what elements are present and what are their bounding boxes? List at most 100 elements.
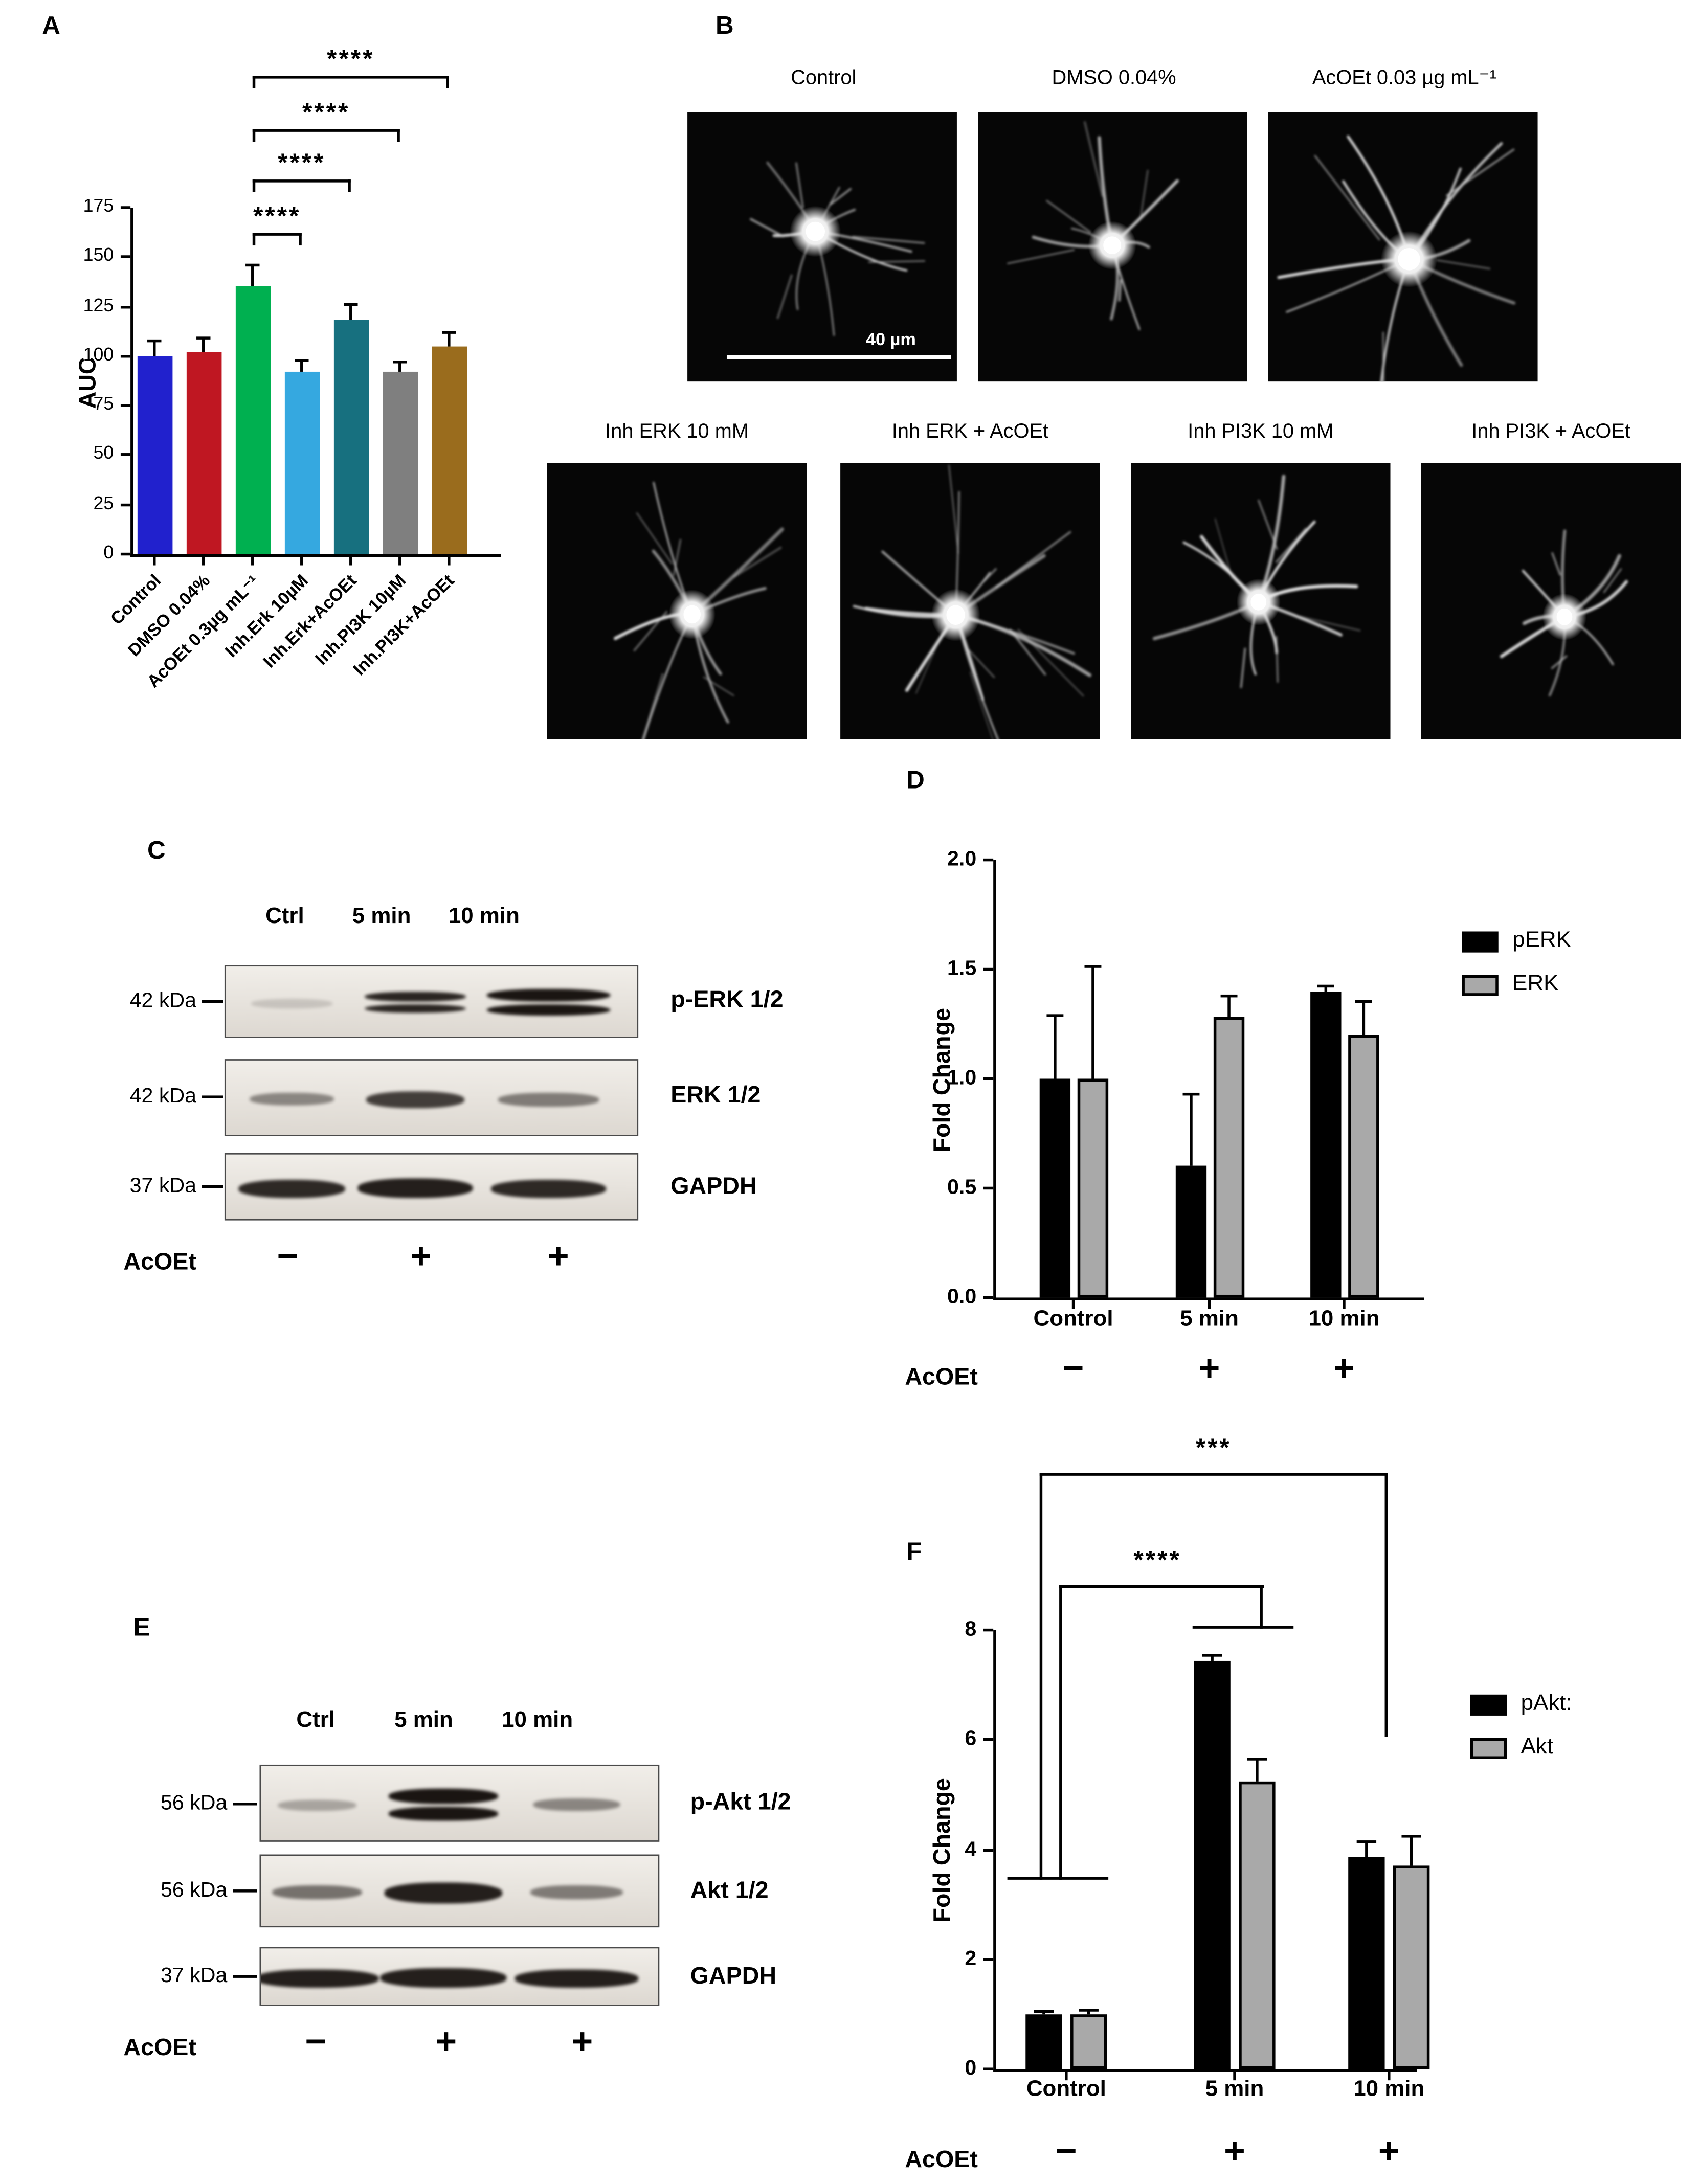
y-tick bbox=[983, 967, 994, 971]
x-tick bbox=[349, 557, 352, 566]
micrograph-caption-dmso: DMSO 0.04% bbox=[1052, 67, 1176, 90]
x-tick bbox=[300, 557, 303, 566]
legend-d: pERK ERK bbox=[1462, 929, 1571, 1016]
legend-item-erk: ERK bbox=[1462, 972, 1571, 997]
error-bar bbox=[448, 332, 451, 346]
y-tick-label: 100 bbox=[83, 343, 114, 365]
mw-label: 37 kDa bbox=[129, 1174, 197, 1198]
y-tick bbox=[983, 1628, 994, 1632]
lane-header-ctrl: Ctrl bbox=[265, 905, 304, 929]
error-bar-cap bbox=[147, 339, 162, 342]
treatment-sign: − bbox=[1056, 2129, 1077, 2172]
blot-band bbox=[533, 1798, 620, 1811]
micrograph-dmso bbox=[978, 112, 1247, 382]
x-tick bbox=[448, 557, 451, 566]
y-tick bbox=[983, 1738, 994, 1741]
bar-Akt-Control bbox=[1070, 2014, 1107, 2069]
panel-c-label: C bbox=[147, 836, 166, 864]
y-tick-label: 0 bbox=[103, 541, 114, 563]
blot-band bbox=[491, 1179, 607, 1198]
error-bar-cap bbox=[1247, 1758, 1267, 1761]
bar-Inh.PI3K+AcOEt bbox=[431, 346, 467, 554]
lane-header-ctrl: Ctrl bbox=[296, 1708, 336, 1732]
error-bar bbox=[300, 360, 303, 372]
bar-Inh.Erk+AcOEt bbox=[333, 320, 369, 554]
significance-stars: *** bbox=[1195, 1433, 1232, 1462]
y-axis bbox=[993, 1630, 996, 2072]
error-bar bbox=[1042, 2011, 1045, 2014]
mw-label: 42 kDa bbox=[129, 1084, 197, 1109]
bar-pAkt:-5 min bbox=[1194, 1660, 1231, 2069]
lane-header-10min: 10 min bbox=[502, 1708, 573, 1732]
y-tick bbox=[983, 858, 994, 862]
error-bar bbox=[1211, 1654, 1214, 1660]
sig-line bbox=[1007, 1877, 1109, 1880]
significance-stars: **** bbox=[278, 148, 326, 177]
x-tick bbox=[1065, 2072, 1068, 2081]
y-tick bbox=[120, 503, 131, 506]
error-bar bbox=[1090, 967, 1094, 1079]
x-tick bbox=[1343, 1300, 1346, 1309]
x-tick bbox=[398, 557, 401, 566]
chart-a-category: DMSO 0.04% bbox=[123, 571, 214, 661]
blot-band bbox=[261, 1969, 379, 1987]
blot-band bbox=[365, 992, 466, 1002]
treatment-sign: + bbox=[410, 1234, 432, 1277]
treatment-sign: + bbox=[1224, 2129, 1245, 2172]
x-axis bbox=[130, 554, 501, 557]
error-bar bbox=[1053, 1015, 1056, 1079]
error-bar-cap bbox=[1079, 2008, 1099, 2012]
x-tick bbox=[153, 557, 156, 566]
treatment-label-d: AcOEt bbox=[905, 1363, 978, 1390]
legend-item-akt: Akt bbox=[1470, 1735, 1572, 1760]
protein-label-p-akt: p-Akt 1/2 bbox=[690, 1788, 791, 1815]
treatment-sign: + bbox=[1378, 2129, 1400, 2172]
neuron-image bbox=[1131, 463, 1391, 739]
error-bar bbox=[398, 362, 401, 372]
legend-item-pakt: pAkt: bbox=[1470, 1692, 1572, 1717]
neuron-image bbox=[547, 463, 807, 739]
micrograph-caption-inh-pi3k: Inh PI3K 10 mM bbox=[1188, 420, 1334, 443]
x-tick bbox=[1233, 2072, 1236, 2081]
error-bar bbox=[349, 304, 352, 321]
blot-gapdh-e bbox=[259, 1947, 660, 2006]
sig-bracket-end bbox=[397, 129, 400, 142]
sig-line bbox=[1384, 1473, 1389, 1737]
panel-f-label: F bbox=[906, 1537, 922, 1566]
bar-ERK-10 min bbox=[1347, 1034, 1379, 1298]
chart-f-category: 10 min bbox=[1353, 2077, 1425, 2102]
neuron-image bbox=[687, 112, 957, 382]
blot-band bbox=[486, 1004, 611, 1017]
sig-bracket-end bbox=[299, 233, 302, 246]
blot-band bbox=[486, 988, 611, 1002]
mw-tick bbox=[202, 1095, 223, 1098]
bar-Inh.Erk 10µM bbox=[284, 372, 320, 554]
y-tick-label: 125 bbox=[83, 294, 114, 316]
x-tick bbox=[1388, 2072, 1391, 2081]
bar-Control bbox=[137, 356, 172, 554]
blot-band bbox=[498, 1092, 599, 1107]
treatment-sign: + bbox=[435, 2020, 457, 2062]
blot-band bbox=[366, 1090, 464, 1108]
significance-stars: **** bbox=[253, 202, 301, 230]
sig-bracket-end bbox=[252, 233, 256, 246]
protein-label-gapdh: GAPDH bbox=[690, 1962, 777, 1989]
y-tick bbox=[983, 1296, 994, 1299]
blot-band bbox=[515, 1969, 639, 1987]
bar-Inh.PI3K 10µM bbox=[382, 372, 418, 554]
scale-bar-label: 40 µm bbox=[865, 329, 916, 350]
chart-a: 0 25 50 75 100 125 150 175 **** **** **** **** bbox=[83, 45, 501, 566]
neuron-image bbox=[1268, 112, 1538, 382]
blot-erk bbox=[224, 1059, 639, 1136]
sig-bracket-end bbox=[446, 76, 449, 88]
error-bar bbox=[1087, 2010, 1090, 2014]
error-bar bbox=[1324, 986, 1327, 992]
error-bar-cap bbox=[1356, 1840, 1377, 1843]
blot-p-erk bbox=[224, 965, 639, 1038]
blot-band bbox=[251, 998, 333, 1008]
panel-b-label: B bbox=[716, 11, 734, 39]
chart-d-category: 10 min bbox=[1308, 1307, 1380, 1332]
bar-Akt-10 min bbox=[1393, 1866, 1430, 2069]
significance-stars: **** bbox=[1133, 1546, 1181, 1574]
